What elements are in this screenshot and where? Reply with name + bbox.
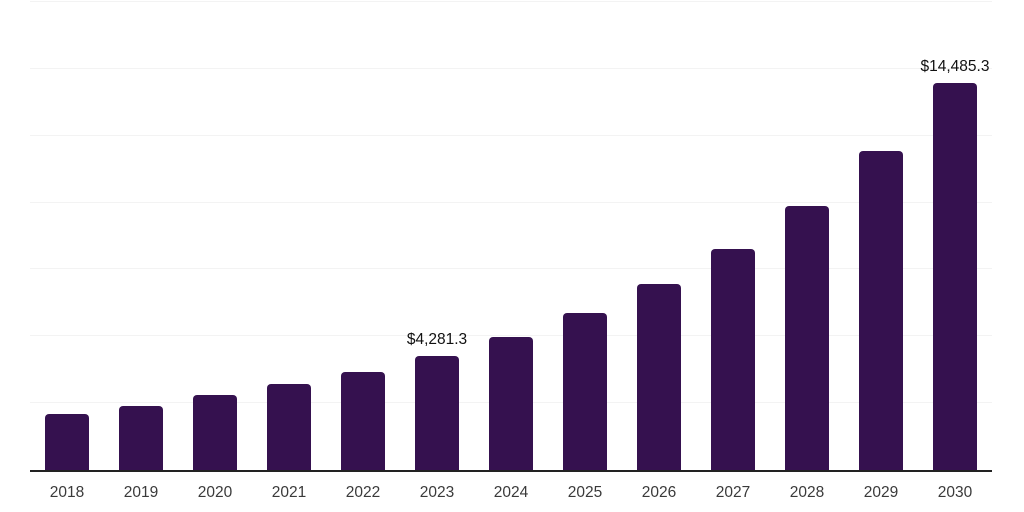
bar-column bbox=[104, 2, 178, 470]
bar-column bbox=[474, 2, 548, 470]
bar-2025 bbox=[563, 313, 607, 470]
x-tick-label: 2021 bbox=[271, 484, 307, 501]
plot-area: $4,281.3 $14,485.3 bbox=[30, 1, 992, 472]
x-tick-label: 2029 bbox=[863, 484, 899, 501]
bar-2022 bbox=[341, 371, 385, 470]
bar-column bbox=[178, 2, 252, 470]
bar-2028 bbox=[785, 206, 829, 470]
bar-column bbox=[326, 2, 400, 470]
x-tick-label: 2027 bbox=[715, 484, 751, 501]
bar-column bbox=[696, 2, 770, 470]
x-tick-label: 2023 bbox=[419, 484, 455, 501]
bar-2026 bbox=[637, 283, 681, 470]
gridline bbox=[30, 201, 992, 203]
gridline bbox=[30, 335, 992, 337]
bar-2021 bbox=[267, 383, 311, 470]
bar-2023 bbox=[415, 355, 459, 470]
bar-column bbox=[548, 2, 622, 470]
bar-2029 bbox=[859, 150, 903, 470]
bar-value-label: $14,485.3 bbox=[920, 57, 990, 75]
bar-2019 bbox=[119, 405, 163, 470]
gridline bbox=[30, 268, 992, 270]
x-tick-label: 2019 bbox=[123, 484, 159, 501]
bar-value-label: $4,281.3 bbox=[406, 330, 468, 348]
bar-column bbox=[844, 2, 918, 470]
bar-column bbox=[252, 2, 326, 470]
x-tick-label: 2022 bbox=[345, 484, 381, 501]
bar-column: $14,485.3 bbox=[918, 2, 992, 470]
gridline bbox=[30, 134, 992, 136]
gridline bbox=[30, 67, 992, 69]
x-tick-label: 2030 bbox=[937, 484, 973, 501]
bar-2030 bbox=[933, 82, 977, 470]
bar-column bbox=[30, 2, 104, 470]
gridline bbox=[30, 1, 992, 2]
bar-column bbox=[770, 2, 844, 470]
x-tick-label: 2024 bbox=[493, 484, 529, 501]
bar-2020 bbox=[193, 395, 237, 470]
bar-column: $4,281.3 bbox=[400, 2, 474, 470]
x-tick-label: 2018 bbox=[49, 484, 85, 501]
bar-2024 bbox=[489, 336, 533, 470]
x-tick-label: 2025 bbox=[567, 484, 603, 501]
bar-2018 bbox=[45, 413, 89, 470]
bar-column bbox=[622, 2, 696, 470]
x-axis: 2018 2019 2020 2021 2022 2023 2024 2025 2026 2027… bbox=[30, 484, 992, 502]
bars-container: $4,281.3 $14,485.3 bbox=[30, 2, 992, 470]
x-tick-label: 2028 bbox=[789, 484, 825, 501]
x-tick-label: 2020 bbox=[197, 484, 233, 501]
x-tick-label: 2026 bbox=[641, 484, 677, 501]
bar-2027 bbox=[711, 249, 755, 470]
